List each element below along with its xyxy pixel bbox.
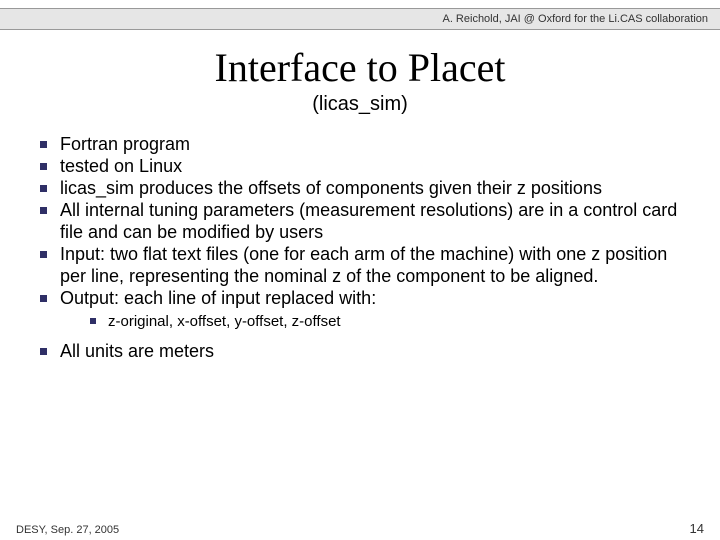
slide-title: Interface to Placet (0, 44, 720, 91)
list-item: Input: two flat text files (one for each… (34, 244, 686, 288)
list-item: All units are meters (34, 341, 686, 363)
list-item-text: Output: each line of input replaced with… (60, 288, 376, 308)
header-text: A. Reichold, JAI @ Oxford for the Li.CAS… (442, 13, 708, 25)
sub-bullet-list: z-original, x-offset, y-offset, z-offset (86, 312, 686, 332)
list-item: licas_sim produces the offsets of compon… (34, 178, 686, 200)
list-item: Output: each line of input replaced with… (34, 288, 686, 331)
list-item-text: All internal tuning parameters (measurem… (60, 200, 677, 242)
list-item: All internal tuning parameters (measurem… (34, 200, 686, 244)
content-area: Fortran program tested on Linux licas_si… (0, 116, 720, 363)
footer-left: DESY, Sep. 27, 2005 (16, 524, 119, 536)
list-item-text: Input: two flat text files (one for each… (60, 244, 667, 286)
list-item: tested on Linux (34, 156, 686, 178)
slide-subtitle: (licas_sim) (0, 93, 720, 116)
list-item-text: All units are meters (60, 341, 214, 361)
bullet-list: Fortran program tested on Linux licas_si… (34, 134, 686, 331)
header-band: A. Reichold, JAI @ Oxford for the Li.CAS… (0, 8, 720, 30)
list-item: Fortran program (34, 134, 686, 156)
sub-list-item-text: z-original, x-offset, y-offset, z-offset (108, 313, 341, 330)
bullet-list-tail: All units are meters (34, 341, 686, 363)
list-item-text: Fortran program (60, 134, 190, 154)
spacer (34, 331, 686, 341)
slide-number: 14 (690, 521, 704, 536)
sub-list-item: z-original, x-offset, y-offset, z-offset (86, 312, 686, 332)
list-item-text: tested on Linux (60, 156, 182, 176)
list-item-text: licas_sim produces the offsets of compon… (60, 178, 602, 198)
